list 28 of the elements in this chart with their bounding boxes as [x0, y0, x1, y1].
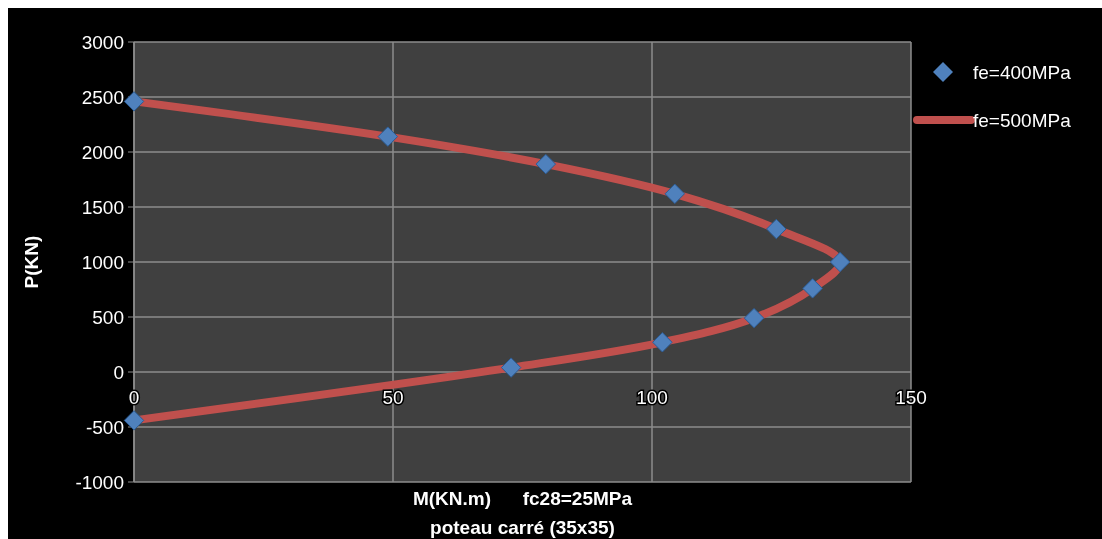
- x-axis-title: M(KN.m) fc28=25MPa poteau carré (35x35): [412, 488, 633, 538]
- point: [829, 251, 851, 273]
- x-tick-label: 0: [128, 387, 140, 408]
- point: [802, 278, 823, 299]
- point: [743, 307, 765, 329]
- point: [652, 332, 673, 353]
- y-axis-title: P(KN): [21, 235, 42, 289]
- x-tick-label: 100: [636, 387, 668, 408]
- point: [664, 183, 685, 204]
- point: [766, 218, 787, 240]
- point: [535, 153, 557, 175]
- y-tick-label: 3000: [81, 31, 124, 53]
- point: [377, 126, 399, 147]
- legend-label: fe=500MPa: [973, 109, 1072, 131]
- y-tick-label: -500: [85, 416, 124, 438]
- x-tick-label: 150: [895, 387, 927, 408]
- y-tick-label: -1000: [75, 471, 124, 493]
- x-tick-label: 50: [382, 387, 404, 408]
- point: [500, 357, 522, 378]
- y-tick-label: 2000: [81, 141, 124, 163]
- y-tick-label: 1500: [81, 196, 124, 218]
- point: [123, 91, 145, 112]
- point: [123, 410, 145, 431]
- y-tick-label: 1000: [81, 251, 124, 273]
- y-tick-label: 0: [113, 361, 124, 383]
- y-tick-label: 500: [92, 306, 124, 328]
- legend-label: fe=400MPa: [973, 61, 1072, 83]
- y-tick-label: 2500: [81, 86, 124, 108]
